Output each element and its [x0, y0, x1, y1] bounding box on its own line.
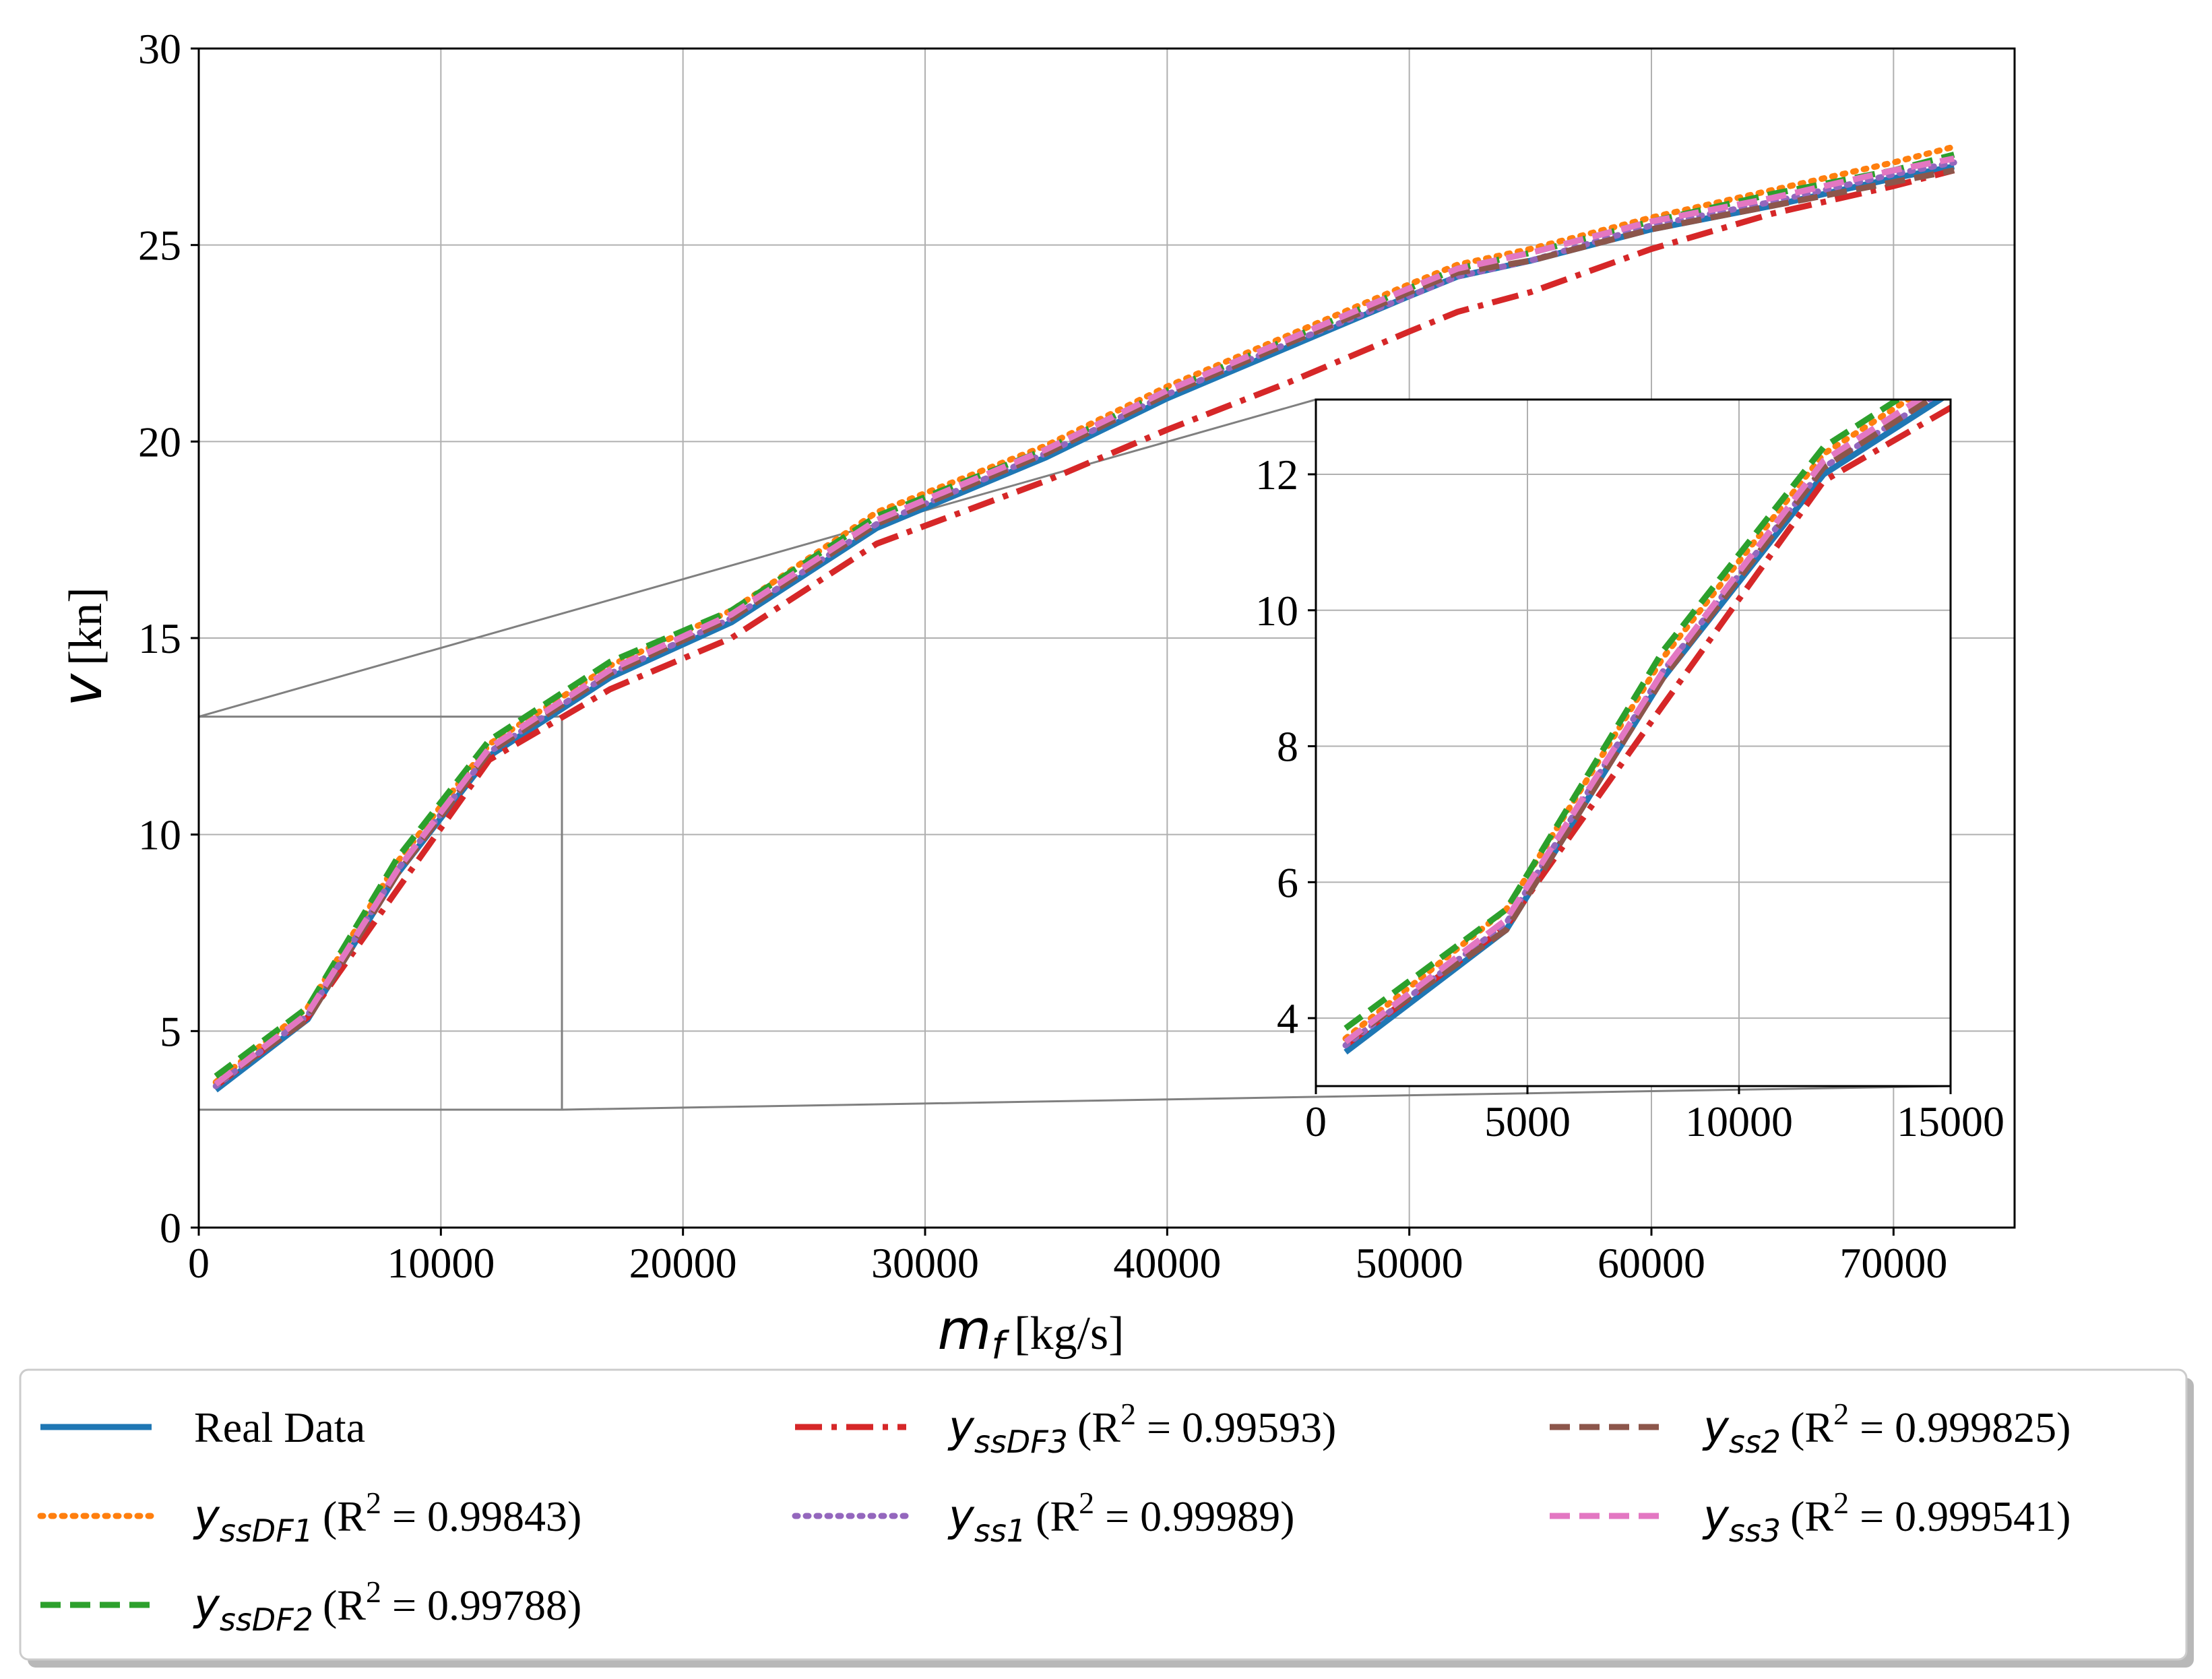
y-tick-label: 0 [160, 1204, 181, 1252]
inset-frame [1315, 398, 1952, 1087]
zoom-connector-top [198, 398, 1317, 718]
y-tick-label: 15 [138, 614, 181, 662]
y-tick-label: 30 [138, 25, 181, 73]
inset-x-tick-label: 15000 [1897, 1098, 2004, 1145]
inset-y-tick-label: 4 [1277, 994, 1298, 1042]
inset-x-tick-label: 10000 [1685, 1098, 1793, 1145]
main-series [212, 144, 1957, 1093]
series-line-yss3 [214, 155, 1955, 1087]
inset-x-tick-label: 5000 [1484, 1098, 1571, 1145]
legend-box [19, 1368, 2188, 1661]
legend-label-yssDF2: yssDF2 (R2 = 0.99788) [193, 1575, 581, 1638]
inset-y-tick-label: 6 [1277, 858, 1298, 906]
y-tick-label: 10 [138, 811, 181, 859]
series-line-yss2 [214, 167, 1955, 1087]
inset-series [1342, 400, 1951, 1055]
y-tick-label: 5 [160, 1007, 181, 1055]
x-tick-label: 0 [188, 1239, 210, 1287]
inset-y-tick-label: 8 [1277, 723, 1298, 771]
x-tick-label: 60000 [1598, 1239, 1705, 1287]
inset-series-line-yss2 [1344, 400, 1935, 1045]
axis-labels: v[kn] mf [kg/s] [51, 587, 1124, 1368]
x-tick-label: 30000 [871, 1239, 979, 1287]
legend-label-yss3: yss3 (R2 = 0.999541) [1702, 1486, 2071, 1549]
x-axis-label: mf [kg/s] [938, 1298, 1125, 1368]
legend-label-yssDF3: yssDF3 (R2 = 0.99593) [947, 1397, 1336, 1460]
inset-y-tick-label: 12 [1255, 451, 1298, 499]
y-tick-label: 20 [138, 418, 181, 466]
main-axes: 0 10000 20000 30000 40000 50000 60000 700000510… [138, 25, 2016, 1287]
legend-label-yss1: yss1 (R2 = 0.99989) [947, 1486, 1294, 1549]
inset-y-tick-label: 10 [1255, 587, 1298, 635]
x-tick-label: 20000 [629, 1239, 737, 1287]
inset-series-line-yssDF3 [1344, 404, 1951, 1048]
y-tick-label: 25 [138, 222, 181, 270]
x-tick-label: 50000 [1356, 1239, 1463, 1287]
inset-x-tick-label: 0 [1305, 1098, 1327, 1145]
x-tick-label: 10000 [387, 1239, 495, 1287]
legend-label-yss2: yss2 (R2 = 0.999825) [1702, 1397, 2071, 1460]
legend: Real Data yssDF1 (R2 = 0.99843) yssDF2 (R2 =… [19, 1368, 2194, 1668]
zoom-indicator [197, 398, 1951, 1111]
x-tick-label: 70000 [1839, 1239, 1947, 1287]
inset-chart: 0 5000 10000 15000 4 6 8 10 12 [1255, 398, 2004, 1145]
legend-label-Real Data: Real Data [194, 1403, 365, 1451]
zoom-connector-bottom [561, 1085, 1951, 1111]
series-line-yssDF3 [214, 167, 1955, 1089]
legend-label-yssDF1: yssDF1 (R2 = 0.99843) [193, 1486, 581, 1549]
y-axis-label: v[kn] [51, 587, 115, 706]
x-tick-label: 40000 [1113, 1239, 1221, 1287]
inset-series-line-yss3 [1344, 400, 1925, 1044]
